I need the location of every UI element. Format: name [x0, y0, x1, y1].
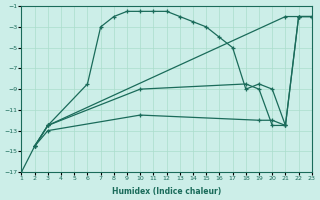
- X-axis label: Humidex (Indice chaleur): Humidex (Indice chaleur): [112, 187, 221, 196]
